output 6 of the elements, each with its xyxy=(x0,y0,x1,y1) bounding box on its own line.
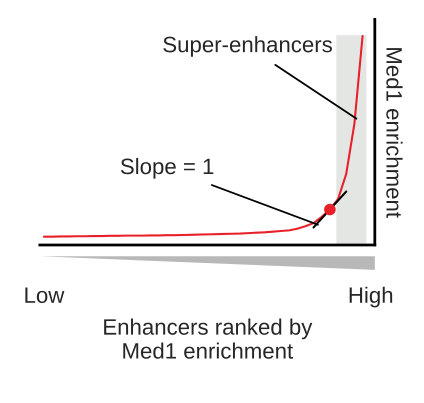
x-axis-title: Enhancers ranked by Med1 enrichment xyxy=(104,318,312,359)
y-axis-title: Med1 enrichment xyxy=(386,48,403,218)
x-tick-label: High xyxy=(350,286,392,308)
annotation: Slope = 1 xyxy=(120,158,214,179)
x-tick-label: Low xyxy=(25,288,64,304)
annotation: Super-enhancers xyxy=(163,36,332,57)
